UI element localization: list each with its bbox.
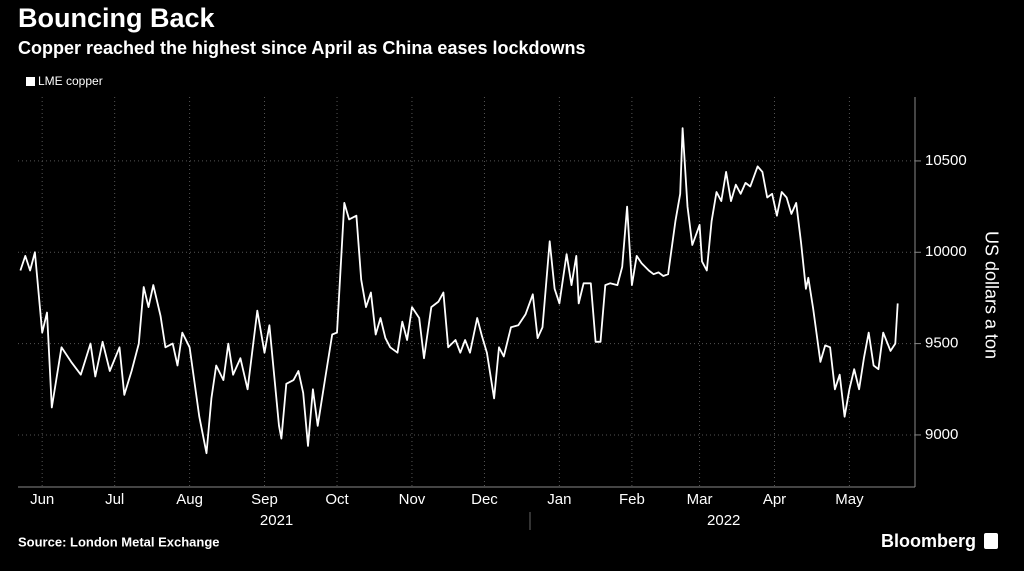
line: [19, 127, 899, 455]
x-tick-label: Mar: [687, 491, 713, 508]
y-tick-label: 9000: [925, 426, 958, 443]
x-tick-label: Apr: [763, 491, 786, 508]
x-tick-label: Aug: [176, 491, 203, 508]
chart-subtitle: Copper reached the highest since April a…: [18, 38, 586, 58]
x-tick-label: Feb: [619, 491, 645, 508]
x-tick-label: Oct: [325, 491, 349, 508]
x-tick-label: Jul: [105, 491, 124, 508]
credit: Bloomberg: [881, 531, 976, 551]
y-tick-label: 9500: [925, 335, 958, 352]
credit-icon: [984, 533, 998, 549]
year-label: 2022: [707, 512, 740, 529]
legend-swatch: [26, 77, 35, 86]
chart-title: Bouncing Back: [18, 3, 216, 33]
y-tick-label: 10500: [925, 152, 967, 169]
x-tick-label: Nov: [399, 491, 426, 508]
source: Source: London Metal Exchange: [18, 534, 220, 549]
y-tick-label: 10000: [925, 243, 967, 260]
x-tick-label: Jan: [547, 491, 571, 508]
x-tick-label: May: [835, 491, 864, 508]
x-tick-label: Jun: [30, 491, 54, 508]
y-axis-label: US dollars a ton: [981, 231, 1001, 359]
legend-label: LME copper: [38, 74, 103, 88]
x-tick-label: Dec: [471, 491, 498, 508]
x-tick-label: Sep: [251, 491, 278, 508]
year-label: 2021: [260, 512, 293, 529]
